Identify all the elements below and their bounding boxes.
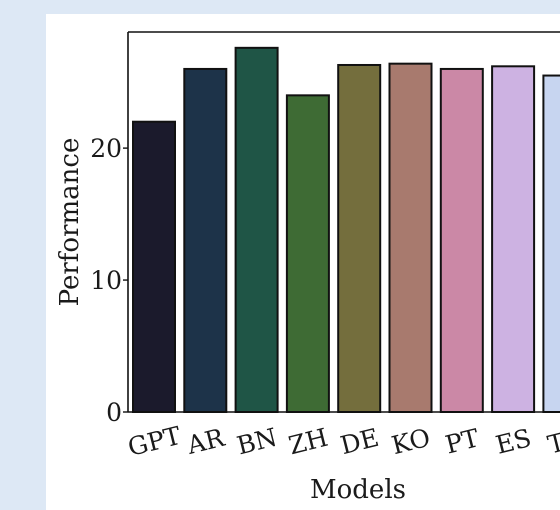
y-axis-label: Performance [55, 138, 85, 307]
x-tick-label-zh: ZH [286, 423, 331, 461]
x-tick-label-tt: TT [545, 423, 560, 459]
bar-ko [388, 62, 433, 414]
y-tick-label-0: 0 [106, 398, 122, 427]
x-ticks-group: GPT AR BN ZH DE KO PT ES TT [125, 421, 560, 462]
x-tick-label-gpt: GPT [125, 421, 184, 462]
bar-tt [542, 74, 560, 414]
bar-es [491, 65, 536, 414]
y-ticks-group: 0 10 20 [90, 134, 128, 427]
x-tick-label-ko: KO [389, 423, 433, 460]
bar-pt [439, 67, 484, 413]
bar-gpt [132, 120, 176, 413]
x-tick-label-bn: BN [234, 423, 280, 461]
x-tick-label-es: ES [493, 423, 534, 460]
bars-group [132, 46, 560, 414]
x-tick-label-de: DE [337, 423, 381, 460]
x-axis-label: Models [310, 475, 406, 505]
x-tick-label-pt: PT [442, 423, 482, 459]
bar-de [337, 63, 382, 413]
bar-bn [234, 46, 279, 413]
x-tick-label-ar: AR [183, 423, 228, 461]
bar-ar [183, 67, 228, 413]
y-tick-label-10: 10 [90, 266, 122, 295]
y-tick-label-20: 20 [90, 134, 122, 163]
bar-zh [285, 94, 330, 413]
axes-group [127, 31, 560, 413]
